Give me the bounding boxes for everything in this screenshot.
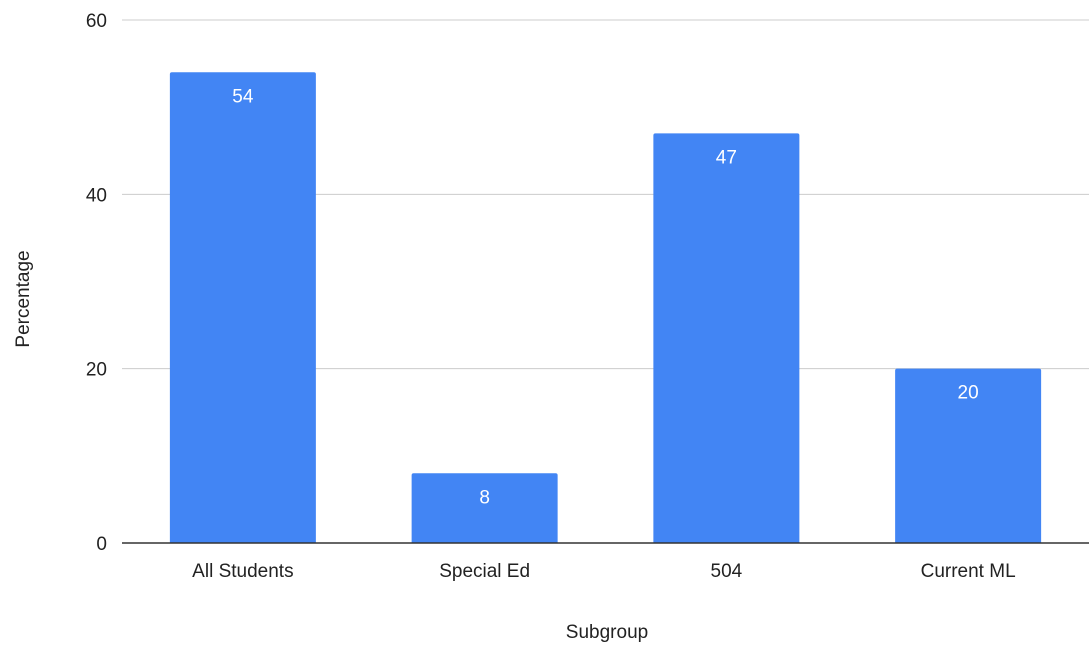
x-tick-label: Special Ed — [439, 561, 530, 582]
bar-data-label: 20 — [958, 383, 979, 404]
bar-data-label: 8 — [479, 487, 490, 508]
bar-data-label: 54 — [232, 86, 254, 107]
bar-data-label: 47 — [716, 147, 737, 168]
y-tick-label: 60 — [86, 11, 107, 32]
bars — [169, 72, 1042, 544]
y-axis-title: Percentage — [13, 250, 34, 347]
bar — [169, 72, 316, 544]
x-tick-label: All Students — [192, 561, 293, 582]
bar — [653, 133, 800, 544]
bar — [411, 473, 558, 543]
y-tick-label: 40 — [86, 185, 107, 206]
x-tick-label: Current ML — [921, 561, 1016, 582]
data-labels: 54 8 47 20 — [232, 86, 978, 508]
x-axis-ticks: All Students Special Ed 504 Current ML — [192, 561, 1015, 582]
y-tick-label: 0 — [96, 534, 107, 555]
x-tick-label: 504 — [711, 561, 743, 582]
y-axis-ticks: 0 20 40 60 — [86, 11, 107, 555]
x-axis-title: Subgroup — [566, 622, 648, 643]
y-tick-label: 20 — [86, 360, 107, 381]
bar — [895, 368, 1042, 543]
